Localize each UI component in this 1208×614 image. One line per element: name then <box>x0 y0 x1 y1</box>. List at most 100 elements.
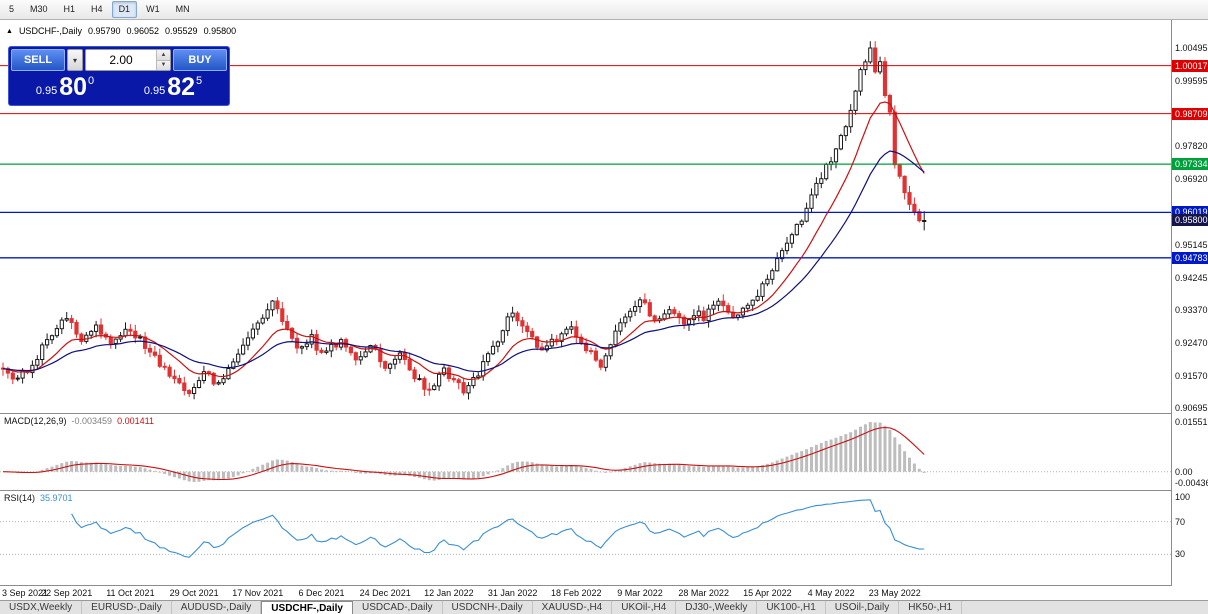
price-axis-tick: 0.97820 <box>1175 141 1208 151</box>
price-axis-tick: 0.96920 <box>1175 174 1208 184</box>
buy-button[interactable]: BUY <box>173 49 227 71</box>
macd-value-signal: 0.001411 <box>117 416 154 426</box>
chart-tab-xauusd-h4[interactable]: XAUUSD-,H4 <box>533 601 613 614</box>
sell-price-prefix: 0.95 <box>35 84 58 97</box>
stepper-down-icon[interactable]: ▼ <box>157 60 170 70</box>
time-axis-label: 29 Oct 2021 <box>169 588 219 598</box>
macd-axis-tick: -0.004365 <box>1175 478 1208 488</box>
chart-tab-dj30-weekly[interactable]: DJ30-,Weekly <box>676 601 758 614</box>
macd-axis-tick: 0.015515 <box>1175 417 1208 427</box>
volume-dropdown-button[interactable]: ▾ <box>67 49 83 71</box>
price-axis-tick: 0.94245 <box>1175 273 1208 283</box>
rsi-indicator-pane[interactable]: RSI(14) 35.9701 <box>0 491 1171 585</box>
chart-tab-usdcad-daily[interactable]: USDCAD-,Daily <box>353 601 443 614</box>
pane-separator <box>0 585 1208 586</box>
pane-separator[interactable] <box>0 413 1208 414</box>
chart-tab-usdcnh-daily[interactable]: USDCNH-,Daily <box>443 601 533 614</box>
timeframe-button-5[interactable]: 5 <box>9 4 15 14</box>
ohlc-high: 0.96052 <box>126 26 160 36</box>
price-axis-tick: 0.93370 <box>1175 305 1208 315</box>
price-line-label: 0.97334 <box>1172 158 1208 170</box>
price-axis-tick: 0.92470 <box>1175 338 1208 348</box>
volume-field: ▲ ▼ <box>85 49 171 71</box>
time-axis-label: 24 Dec 2021 <box>359 588 411 598</box>
ohlc-low: 0.95529 <box>165 26 198 36</box>
symbol-triangle-icon: ▲ <box>6 27 13 35</box>
rsi-axis-tick: 100 <box>1175 492 1191 502</box>
price-axis: 1.00495 0.99595 0.97820 0.96920 0.95145 0.942… <box>1171 20 1208 586</box>
rsi-axis-tick: 70 <box>1175 517 1186 527</box>
rsi-axis-tick: 30 <box>1175 549 1186 559</box>
buy-price-pipette: 5 <box>196 74 203 87</box>
time-axis-label: 3 Sep 2021 <box>2 588 49 598</box>
timeframe-button-h4[interactable]: H4 <box>91 4 103 14</box>
macd-label: MACD(12,26,9) <box>4 416 67 426</box>
timeframe-button-h1[interactable]: H1 <box>63 4 76 14</box>
time-axis-label: 6 Dec 2021 <box>298 588 345 598</box>
price-line-label: 1.00017 <box>1172 60 1208 72</box>
price-chart-canvas[interactable] <box>0 20 1171 413</box>
macd-value-main: -0.003459 <box>71 416 113 426</box>
time-axis-label: 28 Mar 2022 <box>678 588 729 598</box>
price-axis-tick: 0.90695 <box>1175 403 1208 413</box>
ohlc-open: 0.95790 <box>87 26 121 36</box>
chart-tab-hk50-h1[interactable]: HK50-,H1 <box>899 601 963 614</box>
chart-tab-usdchf-daily[interactable]: USDCHF-,Daily <box>261 601 353 614</box>
volume-stepper[interactable]: ▲ ▼ <box>156 50 170 70</box>
chart-symbol-label: USDCHF-,Daily <box>18 26 82 36</box>
chart-tab-usoil-daily[interactable]: USOil-,Daily <box>826 601 900 614</box>
time-axis-label: 15 Apr 2022 <box>743 588 792 598</box>
rsi-label: RSI(14) <box>4 493 36 503</box>
macd-header: MACD(12,26,9) -0.003459 0.001411 <box>4 416 154 426</box>
price-axis-tick: 0.95145 <box>1175 240 1208 250</box>
macd-chart-canvas[interactable] <box>0 414 1171 490</box>
price-axis-tick: 0.99595 <box>1175 76 1208 86</box>
time-axis-label: 31 Jan 2022 <box>487 588 538 598</box>
price-chart-pane[interactable]: ▲ USDCHF-,Daily 0.95790 0.96052 0.95529 … <box>0 20 1171 413</box>
timeframe-toolbar: 5 M30 H1 H4 D1 W1 MN <box>0 0 1208 20</box>
one-click-trading-panel: SELL ▾ ▲ ▼ BUY 0.95 80 0 <box>8 46 230 106</box>
chart-tab-uk100-h1[interactable]: UK100-,H1 <box>757 601 826 614</box>
rsi-header: RSI(14) 35.9701 <box>4 493 73 503</box>
time-axis: 3 Sep 2021 22 Sep 2021 11 Oct 2021 29 Oct 2… <box>0 586 1208 600</box>
rsi-chart-canvas[interactable] <box>0 491 1171 585</box>
price-line-label: 0.94783 <box>1172 252 1208 264</box>
chart-tabs-bar: USDX,Weekly EURUSD-,Daily AUDUSD-,Daily USD… <box>0 600 1208 614</box>
timeframe-button-w1[interactable]: W1 <box>146 4 160 14</box>
sell-price-pipette: 0 <box>88 74 95 87</box>
timeframe-button-m30[interactable]: M30 <box>30 4 48 14</box>
chart-ohlc-header: ▲ USDCHF-,Daily 0.95790 0.96052 0.95529 … <box>6 26 236 36</box>
price-axis-tick: 0.91570 <box>1175 371 1208 381</box>
time-axis-label: 9 Mar 2022 <box>617 588 663 598</box>
time-axis-label: 22 Sep 2021 <box>41 588 93 598</box>
stepper-up-icon[interactable]: ▲ <box>157 50 170 61</box>
chart-tab-audusd-daily[interactable]: AUDUSD-,Daily <box>172 601 262 614</box>
time-axis-label: 11 Oct 2021 <box>106 588 155 598</box>
buy-price[interactable]: 0.95 82 5 <box>119 71 227 103</box>
pane-separator[interactable] <box>0 490 1208 491</box>
chart-tab-eurusd-daily[interactable]: EURUSD-,Daily <box>82 601 172 614</box>
time-axis-label: 23 May 2022 <box>868 588 921 598</box>
timeframe-button-mn[interactable]: MN <box>175 4 190 14</box>
macd-axis-tick: 0.00 <box>1175 467 1193 477</box>
time-axis-label: 18 Feb 2022 <box>551 588 602 598</box>
timeframe-button-d1[interactable]: D1 <box>111 1 138 18</box>
time-axis-label: 12 Jan 2022 <box>424 588 474 598</box>
macd-indicator-pane[interactable]: MACD(12,26,9) -0.003459 0.001411 <box>0 414 1171 490</box>
sell-price-big-digits: 80 <box>59 73 88 101</box>
price-axis-tick: 1.00495 <box>1175 43 1208 53</box>
sell-price[interactable]: 0.95 80 0 <box>11 71 119 103</box>
chevron-down-icon: ▾ <box>72 55 77 65</box>
buy-price-prefix: 0.95 <box>143 84 166 97</box>
chart-tab-ukoil-h4[interactable]: UKOil-,H4 <box>612 601 677 614</box>
time-axis-label: 4 May 2022 <box>807 588 855 598</box>
sell-button[interactable]: SELL <box>11 49 65 71</box>
ohlc-close: 0.95800 <box>203 26 237 36</box>
chart-tab-usdx-weekly[interactable]: USDX,Weekly <box>0 601 83 614</box>
price-line-label: 0.95800 <box>1172 214 1208 226</box>
rsi-value: 35.9701 <box>40 493 73 503</box>
volume-input[interactable] <box>86 50 156 70</box>
time-axis-label: 17 Nov 2021 <box>232 588 284 598</box>
buy-price-big-digits: 82 <box>167 73 196 101</box>
